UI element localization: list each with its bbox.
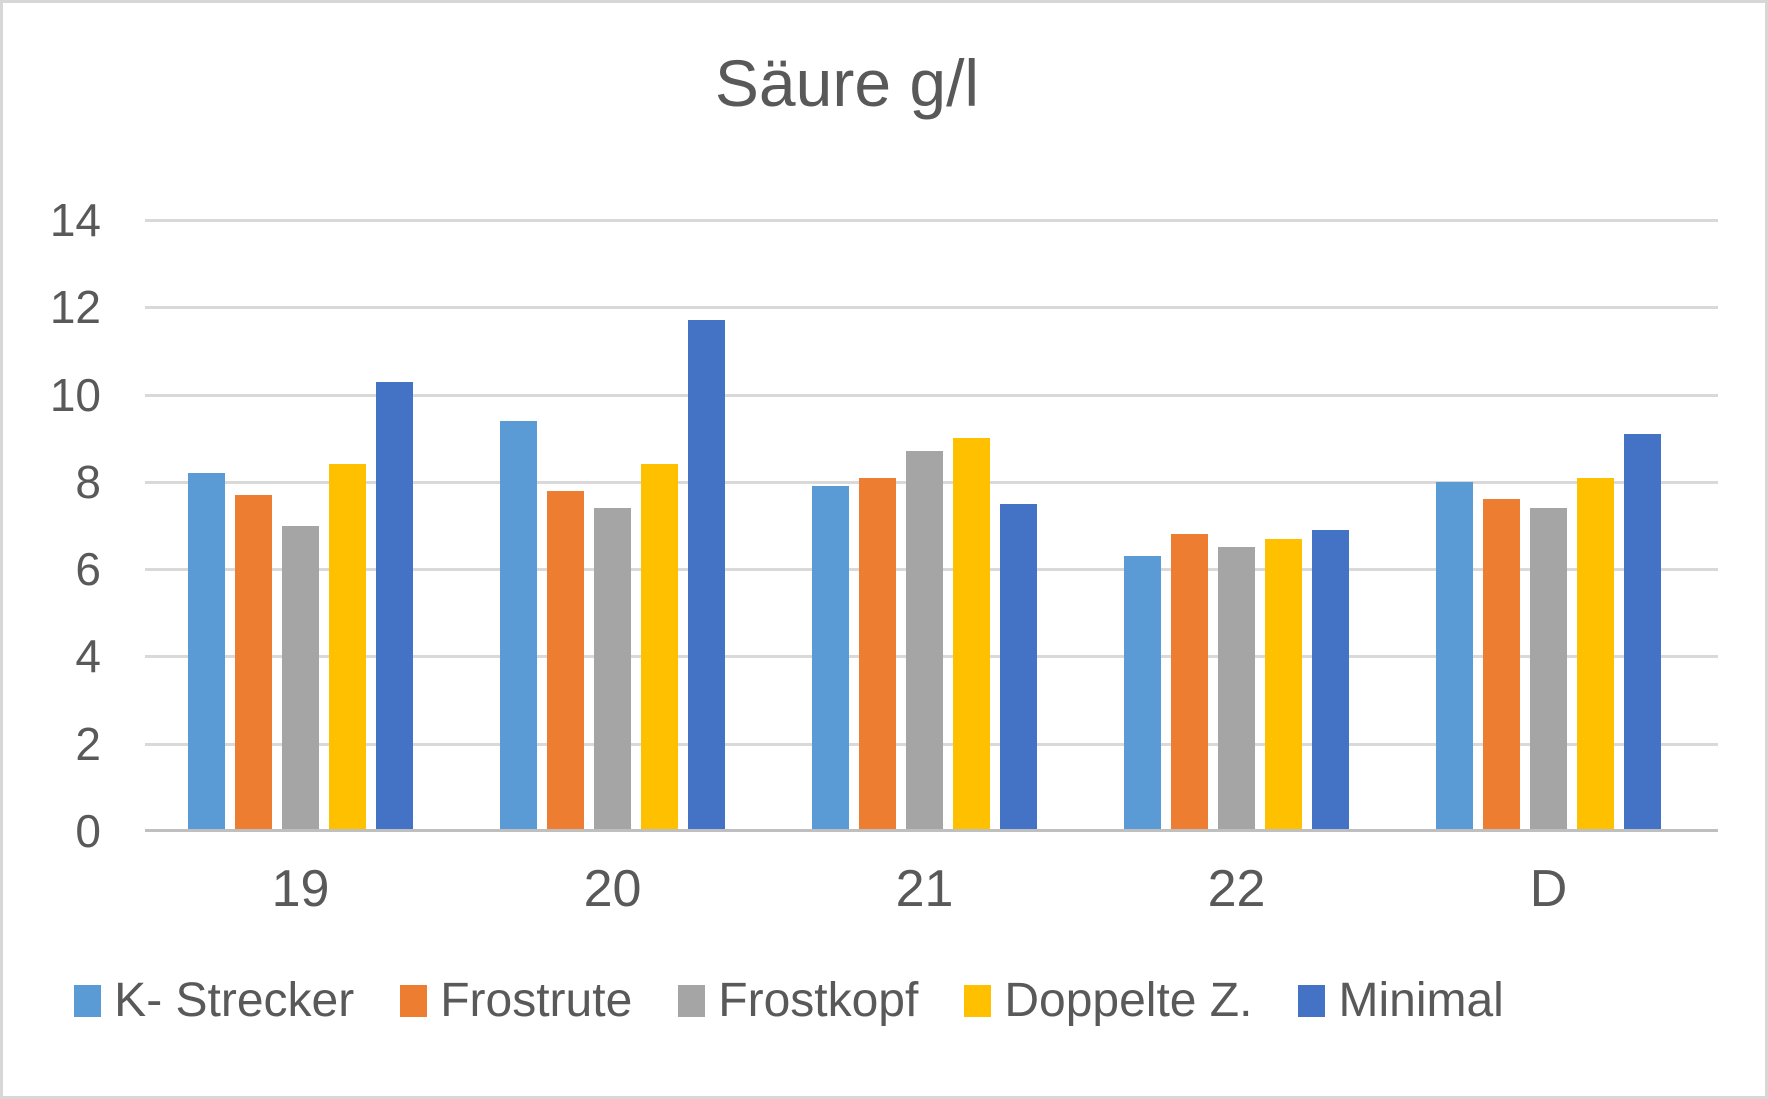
bar: [641, 464, 678, 831]
bar: [1265, 538, 1302, 831]
x-tick-label: D: [1529, 860, 1568, 918]
bar-group-22: [1124, 220, 1349, 831]
legend-swatch-icon: [678, 985, 706, 1017]
bar: [1436, 481, 1473, 831]
bar: [1624, 433, 1661, 831]
y-tick-label: 6: [75, 543, 101, 596]
gridline: [145, 393, 1718, 397]
legend-swatch-icon: [1298, 985, 1326, 1017]
bar: [812, 486, 849, 831]
bar: [547, 490, 584, 831]
y-tick-label: 12: [49, 281, 101, 334]
bar: [500, 420, 537, 831]
bar: [859, 477, 896, 831]
y-tick-label: 0: [75, 805, 101, 857]
x-axis-line: [145, 829, 1718, 832]
legend-item: Doppelte Z.: [964, 975, 1252, 1027]
legend-label: K- Strecker: [114, 974, 355, 1027]
legend: K- Strecker Frostrute Frostkopf Doppelte Z.…: [3, 974, 1670, 1027]
bar: [1000, 503, 1037, 831]
legend-label: Doppelte Z.: [1004, 974, 1253, 1027]
bar: [1218, 547, 1255, 831]
bar: [906, 451, 943, 831]
legend-label: Frostkopf: [718, 974, 919, 1027]
bar: [688, 320, 725, 831]
bar-group-21: [812, 220, 1037, 831]
legend-label: Minimal: [1338, 974, 1504, 1027]
bar: [1124, 556, 1161, 831]
y-tick-label: 2: [75, 717, 101, 770]
y-tick-label: 8: [75, 455, 101, 508]
legend-item: K- Strecker: [74, 975, 354, 1027]
legend-item: Frostkopf: [678, 975, 918, 1027]
x-tick-label: 20: [583, 860, 642, 918]
x-tick-label: 19: [271, 860, 330, 918]
bar: [953, 438, 990, 831]
gridline: [145, 306, 1718, 310]
gridline: [145, 219, 1718, 222]
bar: [329, 464, 366, 831]
bar: [1171, 534, 1208, 831]
legend-item: Minimal: [1298, 974, 1504, 1027]
y-tick-label: 4: [75, 630, 101, 683]
y-tick-label: 14: [49, 194, 101, 246]
legend-label: Frostrute: [440, 974, 633, 1027]
legend-item: Frostrute: [400, 975, 632, 1027]
y-tick-label: 10: [49, 368, 101, 421]
bar: [188, 473, 225, 831]
bar: [1312, 529, 1349, 831]
legend-swatch-icon: [400, 985, 428, 1017]
bar: [376, 381, 413, 831]
x-tick-label: 22: [1207, 860, 1266, 918]
bar-group-19: [188, 220, 413, 831]
bar-group-D: [1436, 220, 1661, 831]
bar: [594, 508, 631, 831]
bar: [1530, 508, 1567, 831]
bar: [282, 525, 319, 831]
plot-area: [145, 219, 1718, 832]
bar: [235, 494, 272, 831]
bar: [1483, 499, 1520, 831]
legend-swatch-icon: [74, 985, 102, 1017]
bar-group-20: [500, 220, 725, 831]
chart-title: Säure g/l: [714, 46, 980, 120]
bar: [1577, 477, 1614, 831]
x-tick-label: 21: [895, 860, 954, 918]
legend-swatch-icon: [964, 985, 992, 1017]
